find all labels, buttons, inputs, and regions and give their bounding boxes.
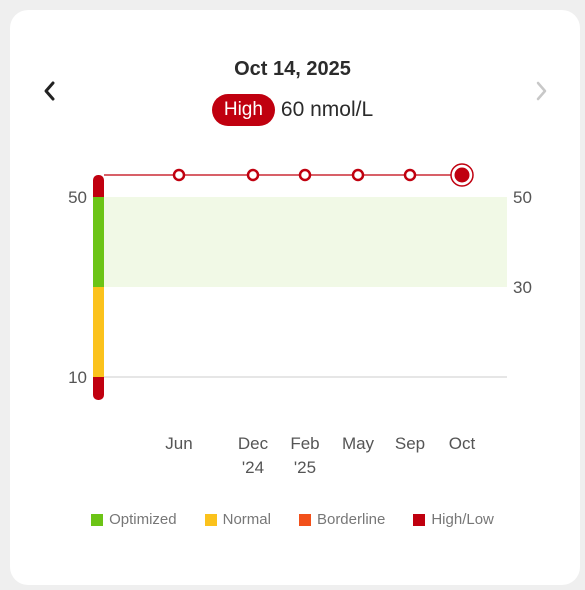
range-bar-normal xyxy=(93,287,104,377)
legend-swatch-borderline xyxy=(298,513,311,526)
optimal-range-band xyxy=(104,197,507,287)
legend-label-high-low: High/Low xyxy=(431,511,494,528)
x-tick-label: Dec '24 xyxy=(238,434,269,477)
data-point[interactable] xyxy=(172,168,186,182)
legend-item-high-low: High/Low xyxy=(413,511,494,528)
legend-item-borderline: Borderline xyxy=(298,511,386,528)
legend-swatch-high-low xyxy=(413,513,426,526)
data-point-selected[interactable] xyxy=(454,167,470,183)
legend-item-normal: Normal xyxy=(204,511,271,528)
legend-label-borderline: Borderline xyxy=(316,511,386,528)
chevron-right-icon xyxy=(536,81,547,101)
chevron-left-icon xyxy=(44,81,55,101)
data-point[interactable] xyxy=(298,168,312,182)
range-bar-low xyxy=(93,370,104,400)
biomarker-card xyxy=(10,10,580,585)
data-point[interactable] xyxy=(246,168,260,182)
current-value: 60 nmol/L xyxy=(280,98,374,121)
x-tick-label: May xyxy=(342,434,375,453)
y-tick-right-lower: 30 xyxy=(513,278,532,297)
current-value-row: High 60 nmol/L xyxy=(0,94,585,126)
y-tick-left-lower: 10 xyxy=(68,368,87,387)
status-badge: High xyxy=(211,94,275,126)
y-tick-right-upper: 50 xyxy=(513,188,532,207)
data-point[interactable] xyxy=(351,168,365,182)
next-result-button[interactable] xyxy=(526,76,556,106)
previous-result-button[interactable] xyxy=(35,76,65,106)
result-date: Oct 14, 2025 xyxy=(234,58,351,80)
legend-swatch-optimized xyxy=(91,513,104,526)
x-tick-label: Jun xyxy=(165,434,192,453)
legend-item-optimized: Optimized xyxy=(91,511,177,528)
legend-swatch-normal xyxy=(204,513,217,526)
range-bar-optimized xyxy=(93,197,104,287)
y-tick-left-upper: 50 xyxy=(68,188,87,207)
x-tick-label: Sep xyxy=(395,434,425,453)
chart-legend: Optimized Normal Borderline High/Low xyxy=(0,511,585,528)
x-tick-label: Oct xyxy=(449,434,476,453)
legend-label-normal: Normal xyxy=(222,511,271,528)
data-point[interactable] xyxy=(403,168,417,182)
legend-label-optimized: Optimized xyxy=(109,511,177,528)
x-tick-label: Feb '25 xyxy=(290,434,319,477)
